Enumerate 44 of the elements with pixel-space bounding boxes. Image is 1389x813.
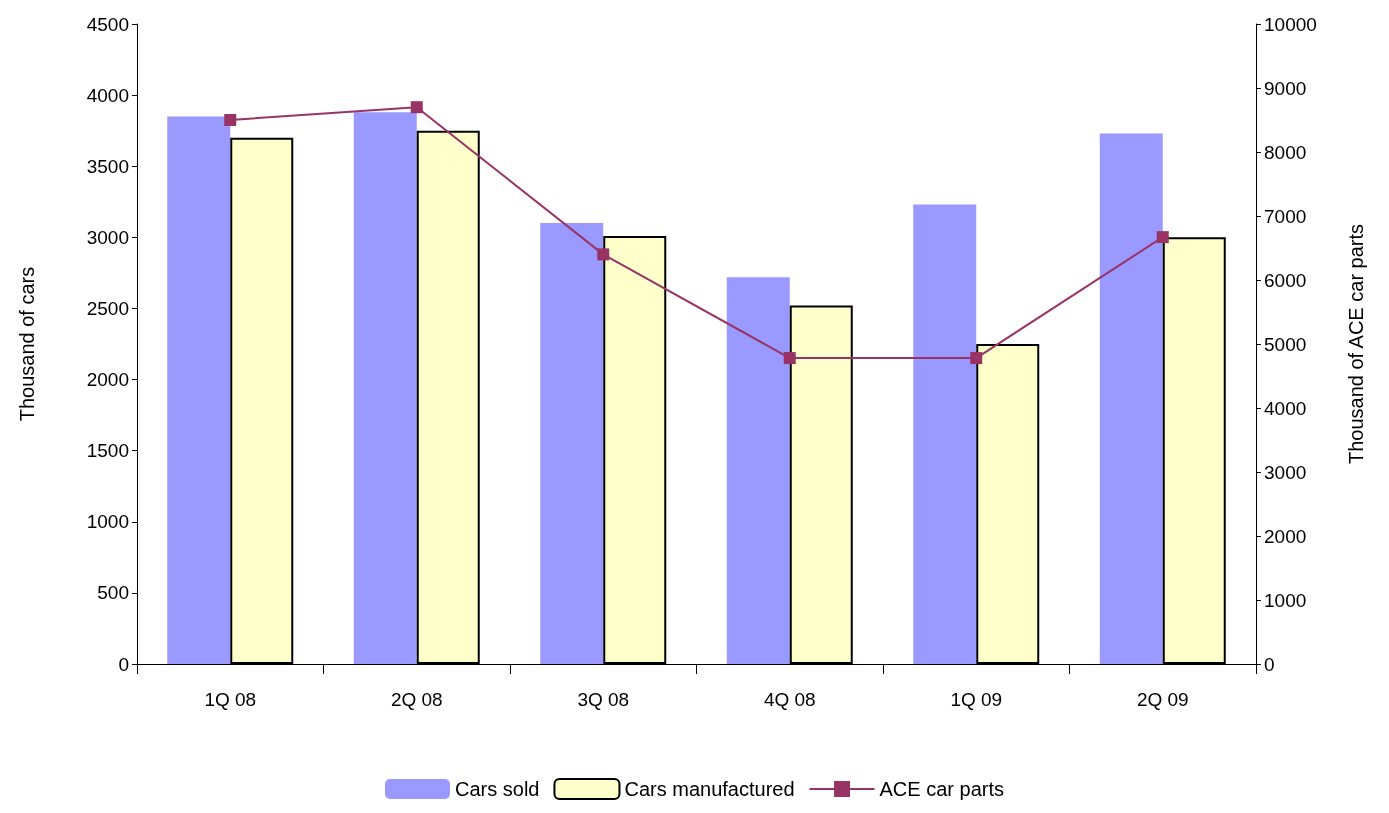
y2-tick-label: 9000	[1264, 77, 1307, 99]
x-tick-label: 4Q 08	[763, 689, 816, 710]
y-axis-title: Thousand of cars	[16, 266, 38, 422]
y-tick-label: 2000	[86, 369, 129, 391]
bar	[913, 204, 977, 664]
legend-label: Cars sold	[454, 778, 540, 800]
x-tick-label: 2Q 09	[1136, 689, 1189, 710]
x-tick-label: 3Q 08	[577, 689, 630, 710]
point	[410, 101, 423, 114]
y2-tick-label: 6000	[1264, 269, 1307, 291]
y2-tick-label: 0	[1264, 653, 1275, 675]
point	[970, 352, 983, 365]
bar	[726, 277, 790, 664]
y-tick-label: 4500	[86, 13, 129, 35]
x-tick-label: 2Q 08	[390, 689, 443, 710]
y-tick-label: 4000	[86, 84, 129, 106]
bar	[167, 116, 231, 664]
legend-label: ACE car parts	[879, 778, 1005, 800]
y-tick-label: 3500	[86, 155, 129, 177]
y2-tick-label: 2000	[1264, 525, 1307, 547]
y-tick-label: 1500	[86, 440, 129, 462]
point	[224, 114, 237, 126]
y-tick-label: 2500	[86, 297, 129, 319]
x-tick-label: 1Q 08	[204, 689, 257, 710]
y2-tick-label: 7000	[1264, 205, 1307, 227]
point	[1156, 231, 1169, 244]
y2-tick-label: 8000	[1264, 141, 1307, 163]
y-tick-label: 1000	[86, 511, 129, 533]
point	[783, 352, 796, 365]
bar	[353, 112, 417, 664]
bar	[540, 223, 604, 664]
y2-tick-label: 4000	[1264, 397, 1307, 419]
y2-tick-label: 3000	[1264, 461, 1307, 483]
y2-tick-label: 5000	[1264, 333, 1307, 355]
y2-tick-label: 1000	[1264, 589, 1307, 611]
y-tick-label: 500	[97, 582, 129, 604]
x-tick-label: 1Q 09	[950, 689, 1003, 710]
point	[597, 248, 610, 261]
y2-axis-title: Thousand of ACE car parts	[1345, 223, 1367, 465]
y2-tick-label: 10000	[1264, 13, 1317, 35]
bar	[1099, 133, 1163, 664]
y-tick-label: 3000	[86, 226, 129, 248]
y-tick-label: 0	[118, 653, 129, 675]
legend-label: Cars manufactured	[624, 778, 795, 800]
